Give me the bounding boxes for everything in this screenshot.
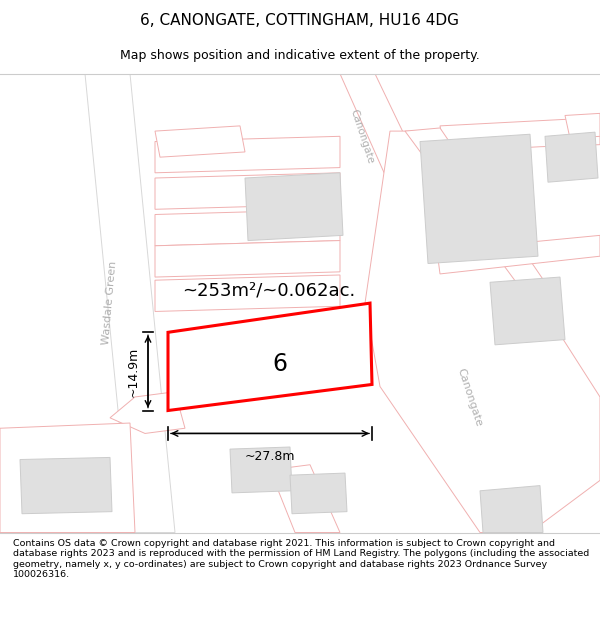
Polygon shape	[565, 113, 600, 138]
Text: Wasdale Green: Wasdale Green	[101, 261, 119, 346]
Text: 6, CANONGATE, COTTINGHAM, HU16 4DG: 6, CANONGATE, COTTINGHAM, HU16 4DG	[140, 13, 460, 28]
Polygon shape	[405, 128, 545, 288]
Polygon shape	[155, 136, 340, 172]
Polygon shape	[85, 74, 175, 532]
Polygon shape	[215, 326, 335, 395]
Text: 6: 6	[272, 352, 287, 376]
Polygon shape	[168, 303, 372, 411]
Polygon shape	[340, 74, 440, 220]
Text: ~27.8m: ~27.8m	[245, 450, 295, 463]
Polygon shape	[372, 147, 580, 532]
Polygon shape	[490, 277, 565, 345]
Text: Canongate: Canongate	[349, 107, 376, 165]
Text: ~14.9m: ~14.9m	[127, 346, 140, 396]
Polygon shape	[420, 134, 538, 264]
Polygon shape	[155, 209, 340, 246]
Polygon shape	[230, 447, 292, 493]
Text: Map shows position and indicative extent of the property.: Map shows position and indicative extent…	[120, 49, 480, 62]
Polygon shape	[0, 423, 135, 532]
Polygon shape	[155, 275, 340, 311]
Polygon shape	[270, 465, 340, 532]
Polygon shape	[245, 173, 343, 241]
Polygon shape	[110, 392, 185, 434]
Polygon shape	[437, 236, 600, 274]
Polygon shape	[440, 118, 600, 152]
Polygon shape	[155, 173, 340, 209]
Text: ~253m²/~0.062ac.: ~253m²/~0.062ac.	[182, 282, 355, 299]
Polygon shape	[155, 241, 340, 277]
Polygon shape	[155, 126, 245, 157]
Text: Contains OS data © Crown copyright and database right 2021. This information is : Contains OS data © Crown copyright and d…	[13, 539, 589, 579]
Polygon shape	[365, 131, 600, 532]
Text: Canongate: Canongate	[456, 366, 484, 428]
Polygon shape	[290, 473, 347, 514]
Polygon shape	[20, 458, 112, 514]
Polygon shape	[545, 132, 598, 182]
Polygon shape	[480, 486, 543, 532]
